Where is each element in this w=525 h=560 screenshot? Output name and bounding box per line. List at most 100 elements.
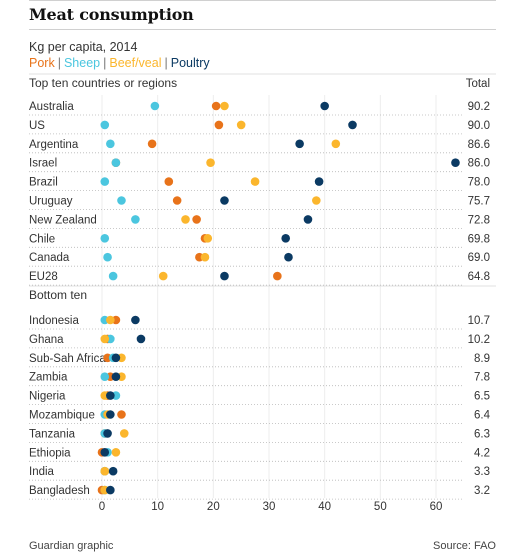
row-total-india: 3.3 — [474, 466, 490, 478]
dot-pork-australia — [211, 101, 221, 111]
row-total-ghana: 10.2 — [468, 334, 490, 346]
row-label-uruguay: Uruguay — [29, 196, 73, 208]
dot-beef-veal-new-zealand — [181, 215, 190, 224]
legend: Pork | Sheep | Beef/veal | Poultry — [29, 56, 210, 70]
row-label-ethiopia: Ethiopia — [29, 447, 71, 459]
dot-beef-veal-chile — [203, 234, 213, 243]
row-total-nigeria: 6.5 — [474, 391, 490, 403]
row-label-canada: Canada — [29, 252, 70, 264]
legend-item-beef-veal: Beef/veal — [109, 56, 162, 70]
dot-beef-veal-tanzania — [119, 429, 129, 438]
x-tick-label: 40 — [318, 501, 331, 513]
dot-poultry-indonesia — [131, 315, 140, 325]
row-label-nigeria: Nigeria — [29, 391, 66, 403]
dot-beef-veal-brazil — [250, 177, 260, 186]
dot-poultry-chile — [281, 234, 291, 243]
row-label-tanzania: Tanzania — [29, 428, 76, 440]
x-tick-label: 10 — [151, 501, 164, 513]
row-total-uruguay: 75.7 — [468, 196, 490, 208]
dot-sheep-us — [100, 120, 110, 130]
dot-poultry-tanzania — [103, 429, 112, 438]
dot-sheep-uruguay — [117, 196, 126, 205]
dot-sheep-israel — [111, 158, 121, 167]
dot-beef-veal-australia — [220, 101, 229, 111]
total-header: Total — [466, 78, 490, 90]
dot-beef-veal-uruguay — [312, 196, 321, 205]
legend-separator: | — [164, 56, 168, 70]
row-label-indonesia: Indonesia — [29, 315, 79, 327]
row-total-canada: 69.0 — [468, 252, 490, 264]
dot-sheep-zambia — [100, 372, 110, 382]
dot-poultry-canada — [284, 252, 293, 262]
row-total-tanzania: 6.3 — [474, 428, 490, 440]
x-tick-label: 20 — [207, 501, 220, 513]
row-total-ethiopia: 4.2 — [474, 447, 490, 459]
dot-sheep-argentina — [106, 139, 115, 149]
x-tick-label: 60 — [430, 501, 443, 513]
dot-beef-veal-argentina — [331, 139, 341, 149]
dot-poultry-nigeria — [106, 391, 115, 400]
row-total-bangladesh: 3.2 — [474, 485, 490, 497]
x-tick-label: 0 — [99, 501, 105, 513]
dot-poultry-brazil — [314, 177, 324, 186]
dot-sheep-canada — [103, 252, 112, 262]
dot-sheep-new-zealand — [131, 215, 140, 224]
row-label-bangladesh: Bangladesh — [29, 485, 90, 497]
dot-beef-veal-indonesia — [106, 315, 115, 325]
dot-poultry-mozambique — [106, 410, 115, 419]
row-label-sub-sah-africa: Sub-Sah Africa — [29, 353, 106, 365]
dot-beef-veal-india — [100, 466, 110, 476]
row-total-israel: 86.0 — [468, 158, 490, 170]
dot-pork-us — [214, 120, 224, 130]
dot-beef-veal-canada — [200, 252, 210, 262]
x-tick-label: 30 — [263, 501, 276, 513]
dot-beef-veal-us — [236, 120, 246, 130]
row-total-us: 90.0 — [468, 120, 490, 132]
source-text: Source: FAO — [433, 540, 496, 552]
row-total-new-zealand: 72.8 — [468, 214, 490, 226]
row-total-mozambique: 6.4 — [474, 410, 491, 422]
dot-poultry-australia — [320, 101, 329, 111]
legend-item-pork: Pork — [29, 56, 55, 70]
row-label-eu28: EU28 — [29, 271, 58, 283]
row-total-australia: 90.2 — [468, 101, 490, 113]
top-rule — [29, 0, 496, 1]
dot-beef-veal-israel — [206, 158, 215, 167]
row-label-zambia: Zambia — [29, 372, 68, 384]
row-total-argentina: 86.6 — [468, 139, 490, 151]
dot-beef-veal-eu28 — [158, 271, 168, 281]
row-total-eu28: 64.8 — [468, 271, 490, 283]
row-label-ghana: Ghana — [29, 334, 64, 346]
chart-subtitle: Kg per capita, 2014 — [29, 40, 138, 54]
title-rule — [29, 29, 496, 30]
dot-poultry-us — [348, 120, 357, 130]
row-total-chile: 69.8 — [468, 233, 490, 245]
dot-pork-mozambique — [117, 410, 126, 419]
dot-beef-veal-ethiopia — [111, 448, 121, 457]
dot-poultry-zambia — [111, 372, 121, 382]
legend-separator: | — [103, 56, 107, 70]
dot-pork-brazil — [164, 177, 174, 186]
dot-poultry-eu28 — [220, 271, 229, 281]
row-label-chile: Chile — [29, 233, 55, 245]
legend-item-poultry: Poultry — [170, 56, 210, 70]
row-label-mozambique: Mozambique — [29, 410, 95, 422]
row-label-brazil: Brazil — [29, 177, 58, 189]
row-label-israel: Israel — [29, 158, 57, 170]
legend-item-sheep: Sheep — [63, 56, 101, 70]
dot-poultry-argentina — [295, 139, 304, 149]
dot-poultry-bangladesh — [106, 485, 115, 495]
row-label-argentina: Argentina — [29, 139, 79, 151]
row-label-india: India — [29, 466, 55, 478]
row-label-us: US — [29, 120, 45, 132]
dot-poultry-israel — [451, 158, 460, 167]
chart-title: Meat consumption — [29, 5, 194, 24]
row-label-australia: Australia — [29, 101, 74, 113]
dot-pork-argentina — [147, 139, 157, 149]
x-tick-label: 50 — [374, 501, 387, 513]
row-total-indonesia: 10.7 — [468, 315, 490, 327]
dot-sheep-chile — [100, 234, 110, 243]
dot-poultry-sub-sah-africa — [111, 353, 121, 363]
row-total-sub-sah-africa: 8.9 — [474, 353, 490, 365]
